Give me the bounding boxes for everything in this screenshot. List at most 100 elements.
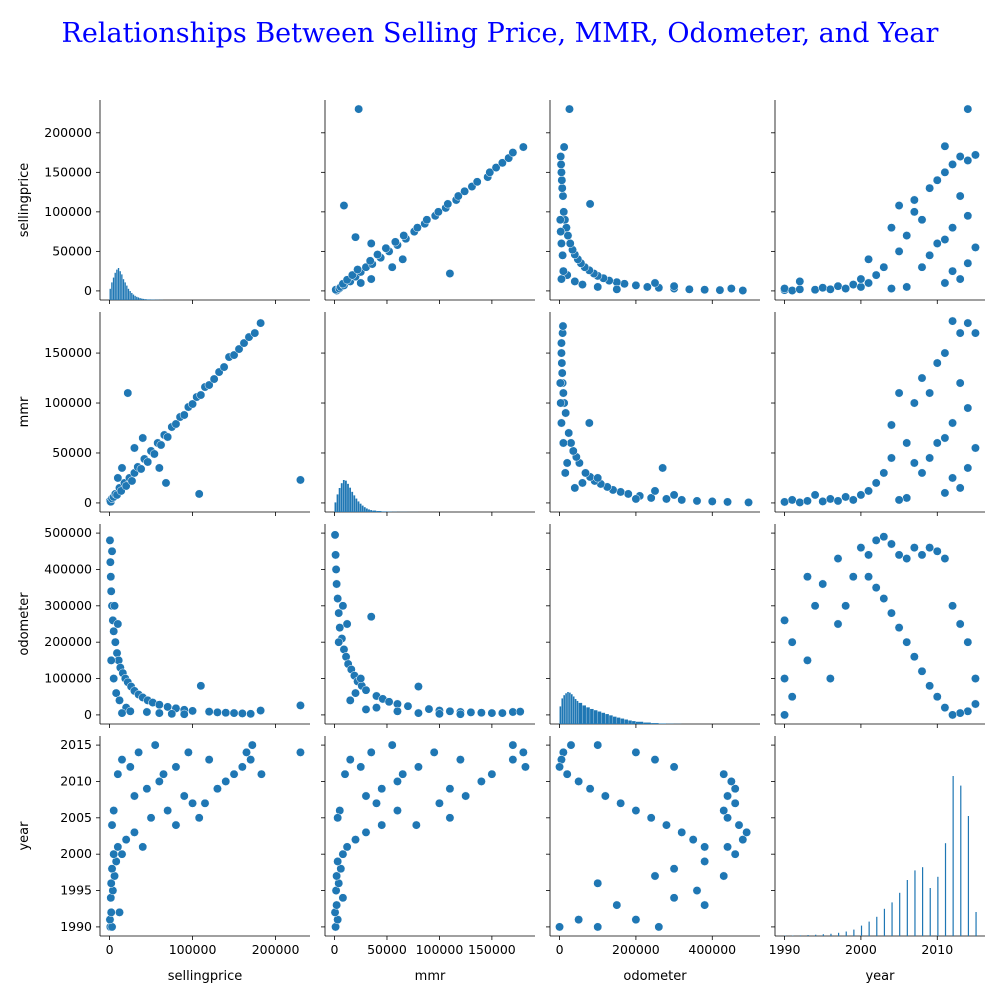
scatter-point xyxy=(566,740,576,750)
histogram-bar xyxy=(136,296,138,300)
scatter-point xyxy=(917,215,927,225)
scatter-point xyxy=(864,486,873,496)
scatter-point xyxy=(445,813,455,823)
scatter-point xyxy=(146,813,156,823)
scatter-point xyxy=(940,235,950,244)
scatter-point xyxy=(841,284,851,293)
scatter-point xyxy=(354,104,364,114)
scatter-point xyxy=(955,378,965,388)
scatter-point xyxy=(971,443,980,453)
scatter-point xyxy=(331,565,341,574)
scatter-point xyxy=(434,709,444,719)
scatter-point xyxy=(795,284,805,294)
scatter-point xyxy=(445,269,455,278)
histogram-bar xyxy=(605,714,609,724)
scatter-point xyxy=(917,550,927,560)
scatter-point xyxy=(700,285,710,295)
scatter-point xyxy=(593,922,603,932)
scatter-point xyxy=(623,489,633,499)
histogram-bar xyxy=(944,843,947,936)
scatter-point xyxy=(373,250,382,259)
histogram-bar xyxy=(876,916,878,936)
scatter-point xyxy=(163,806,173,815)
scatter-point xyxy=(894,623,904,633)
scatter-point xyxy=(932,358,942,368)
scatter-point xyxy=(161,478,171,488)
scatter-point xyxy=(917,373,927,383)
scatter-point xyxy=(719,871,729,881)
histogram-bar xyxy=(127,288,130,300)
scatter-point xyxy=(932,239,942,248)
scatter-point xyxy=(726,777,736,786)
x-axis-label: mmr xyxy=(415,969,446,984)
scatter-point xyxy=(631,494,641,504)
y-axis-label: mmr xyxy=(17,396,32,427)
histogram-bar xyxy=(822,934,824,936)
y-axis-label: sellingprice xyxy=(17,163,32,237)
scatter-point xyxy=(565,104,574,114)
scatter-point xyxy=(963,258,973,268)
scatter-point xyxy=(429,747,439,757)
scatter-point xyxy=(125,706,135,716)
scatter-point xyxy=(361,685,371,695)
histogram-bar xyxy=(134,295,136,300)
scatter-point xyxy=(154,777,164,786)
y-tick-label: 150000 xyxy=(44,164,92,179)
scatter-point xyxy=(393,706,402,716)
x-tick-label: 200000 xyxy=(612,942,660,957)
scatter-point xyxy=(585,784,595,794)
y-tick-label: 100000 xyxy=(44,395,92,410)
scatter-point xyxy=(345,695,355,705)
scatter-point xyxy=(351,835,360,845)
scatter-point xyxy=(841,601,851,611)
scatter-point xyxy=(719,806,729,815)
scatter-point xyxy=(925,388,935,398)
scatter-point xyxy=(662,820,671,830)
x-tick-label: 0 xyxy=(331,942,339,957)
histogram-bar xyxy=(815,934,817,936)
scatter-point xyxy=(593,740,603,750)
scatter-point xyxy=(894,550,904,560)
scatter-point xyxy=(887,420,896,430)
scatter-point xyxy=(491,163,501,173)
scatter-point xyxy=(650,278,660,288)
scatter-point xyxy=(461,791,471,801)
scatter-point xyxy=(247,740,257,750)
scatter-point xyxy=(555,922,564,932)
histogram-bar xyxy=(576,700,579,724)
scatter-point xyxy=(557,755,566,765)
scatter-point xyxy=(149,449,159,459)
scatter-point xyxy=(787,286,797,295)
scatter-point xyxy=(434,798,444,808)
scatter-point xyxy=(848,280,858,290)
histogram-bar xyxy=(563,695,565,724)
scatter-point xyxy=(917,468,927,478)
histogram-bar xyxy=(345,480,347,512)
histogram-bar xyxy=(112,277,115,300)
y-tick-label: 0 xyxy=(84,707,92,722)
scatter-point xyxy=(864,278,873,288)
histogram-bar xyxy=(616,717,621,724)
histogram-bar xyxy=(363,507,366,512)
scatter-point xyxy=(810,285,820,295)
scatter-point xyxy=(584,418,594,428)
scatter-point xyxy=(948,418,957,428)
scatter-point xyxy=(143,457,153,467)
scatter-point xyxy=(825,494,835,504)
scatter-point xyxy=(940,348,950,358)
scatter-point xyxy=(106,878,116,888)
histogram-bar xyxy=(860,925,863,936)
histogram-bar xyxy=(632,721,636,724)
histogram-bar xyxy=(613,716,617,724)
y-tick-label: 1995 xyxy=(60,883,92,898)
x-tick-label: 0 xyxy=(106,942,114,957)
scatter-point xyxy=(940,433,950,443)
scatter-point xyxy=(557,338,566,348)
scatter-point xyxy=(117,463,127,473)
scatter-point xyxy=(115,907,124,917)
scatter-point xyxy=(213,707,222,717)
y-tick-label: 50000 xyxy=(52,445,92,460)
scatter-point xyxy=(700,900,710,910)
scatter-point xyxy=(558,191,568,201)
scatter-point xyxy=(338,601,348,611)
